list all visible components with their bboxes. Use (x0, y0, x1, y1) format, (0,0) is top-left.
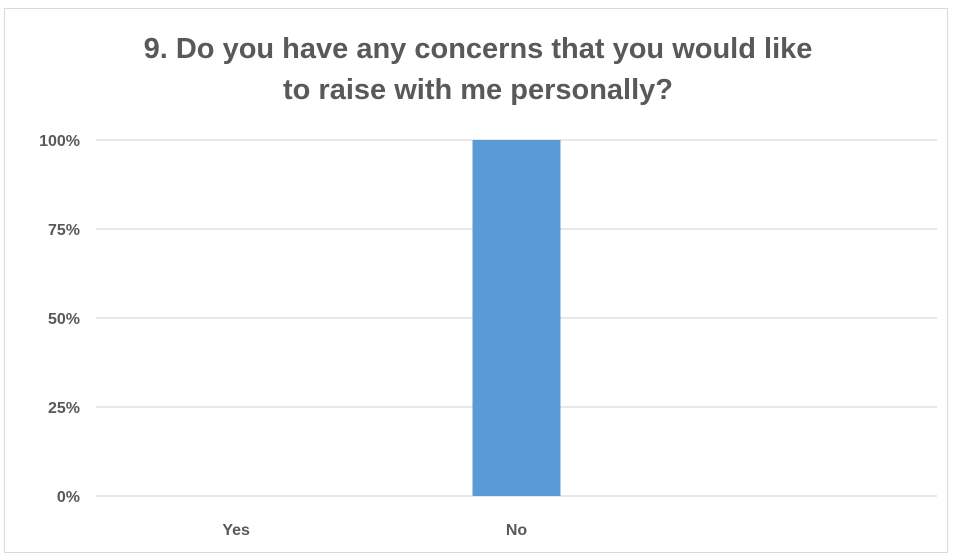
y-tick-label: 50% (48, 311, 80, 328)
y-tick-label: 0% (57, 489, 80, 506)
x-tick-label: Yes (222, 522, 250, 539)
bar-no (473, 140, 561, 496)
y-tick-label: 25% (48, 400, 80, 417)
y-tick-label: 75% (48, 222, 80, 239)
y-tick-label: 100% (39, 133, 80, 150)
x-tick-label: No (506, 522, 528, 539)
